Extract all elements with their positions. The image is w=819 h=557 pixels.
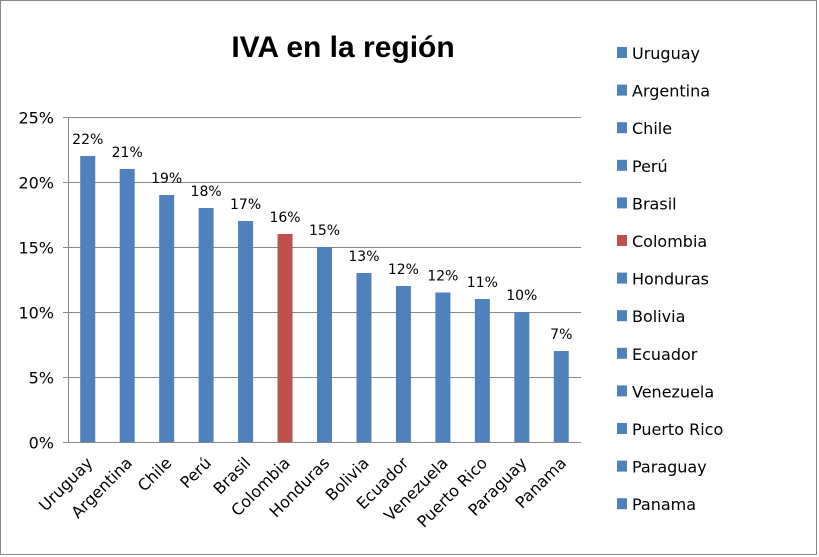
- legend-swatch: [617, 460, 627, 472]
- legend-swatch: [617, 347, 627, 359]
- bar-puerto-rico: [474, 299, 490, 442]
- legend-label: Colombia: [632, 232, 707, 251]
- y-tick-label: 25%: [18, 109, 54, 128]
- legend-swatch: [617, 159, 627, 171]
- y-tick-label: 10%: [18, 304, 54, 323]
- y-axis-ticks: 0% 5% 10% 15% 20% 25%: [18, 109, 54, 453]
- chart-title: IVA en la región: [231, 31, 454, 64]
- bar-colombia: [277, 234, 293, 442]
- legend-label: Panama: [632, 495, 696, 514]
- bar-perú: [198, 208, 214, 442]
- data-label: 11%: [467, 275, 498, 291]
- bar-uruguay: [80, 156, 96, 442]
- legend-swatch: [617, 122, 627, 134]
- data-label: 7%: [550, 327, 572, 343]
- legend-label: Perú: [632, 157, 668, 176]
- legend-label: Ecuador: [632, 345, 698, 364]
- legend-label: Venezuela: [632, 382, 714, 401]
- legend-swatch: [617, 47, 627, 58]
- data-label: 13%: [348, 249, 379, 265]
- data-label: 16%: [269, 210, 300, 226]
- bar-argentina: [119, 169, 135, 442]
- y-tick-label: 5%: [29, 369, 54, 388]
- bar-bolivia: [356, 273, 372, 442]
- y-tick-label: 20%: [18, 174, 54, 193]
- legend-swatch: [617, 310, 627, 322]
- data-label: 15%: [309, 223, 340, 239]
- legend-label: Honduras: [632, 270, 709, 289]
- legend-label: Puerto Rico: [632, 420, 723, 439]
- legend-label: Uruguay: [632, 44, 700, 63]
- data-label: 19%: [151, 171, 182, 187]
- bar-chile: [159, 195, 175, 442]
- data-label: 18%: [191, 184, 222, 200]
- bars: [80, 156, 569, 442]
- legend-swatch: [617, 385, 627, 397]
- bar-panama: [553, 351, 569, 442]
- legend-swatch: [617, 84, 627, 96]
- bar-venezuela: [435, 292, 451, 442]
- legend-swatch: [617, 423, 627, 434]
- bar-honduras: [317, 247, 332, 442]
- legend-swatch: [617, 197, 627, 209]
- data-labels: 22% 21% 19% 18% 17% 16% 15% 13% 12% 12% 11% 10% 7%: [72, 132, 572, 343]
- y-tick-label: 15%: [18, 239, 54, 258]
- data-label: 12%: [427, 269, 458, 285]
- bar-brasil: [238, 221, 254, 442]
- bar-ecuador: [395, 286, 411, 442]
- data-label: 17%: [230, 197, 261, 213]
- legend-label: Bolivia: [632, 307, 685, 326]
- legend-swatch: [617, 235, 627, 246]
- legend-label: Chile: [632, 119, 672, 138]
- bar-paraguay: [514, 312, 530, 442]
- legend-label: Brasil: [632, 194, 677, 213]
- data-label: 12%: [388, 262, 419, 278]
- x-tick-label: Perú: [176, 453, 215, 492]
- data-label: 10%: [506, 288, 537, 304]
- legend-swatch: [617, 498, 627, 510]
- gridlines: [63, 117, 581, 443]
- x-tick-label: Chile: [134, 453, 176, 495]
- data-label: 22%: [72, 132, 103, 148]
- legend: Uruguay Argentina Chile Perú Brasil Colombia H…: [617, 44, 723, 514]
- legend-label: Paraguay: [632, 458, 707, 477]
- data-label: 21%: [112, 145, 143, 161]
- y-tick-label: 0%: [29, 434, 54, 453]
- legend-swatch: [617, 272, 627, 284]
- legend-label: Argentina: [632, 82, 710, 101]
